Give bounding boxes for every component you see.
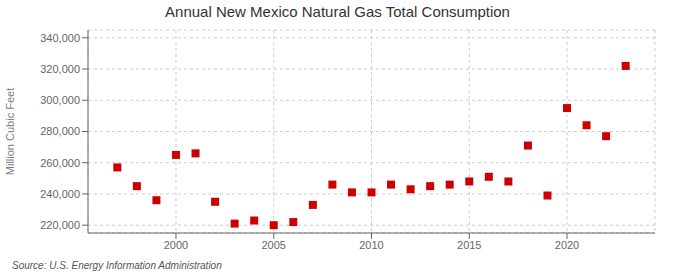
svg-text:2015: 2015 — [457, 239, 481, 251]
svg-text:2010: 2010 — [359, 239, 383, 251]
svg-text:2005: 2005 — [261, 239, 285, 251]
svg-text:2020: 2020 — [555, 239, 579, 251]
svg-text:220,000: 220,000 — [40, 219, 80, 231]
svg-text:240,000: 240,000 — [40, 188, 80, 200]
svg-text:300,000: 300,000 — [40, 94, 80, 106]
svg-text:320,000: 320,000 — [40, 63, 80, 75]
svg-text:280,000: 280,000 — [40, 125, 80, 137]
html-text:Annual New Mexico Natural Gas: Annual New Mexico Natural Gas Total Cons… — [165, 3, 510, 20]
svg-text:340,000: 340,000 — [40, 32, 80, 44]
svg-text:Million Cubic Feet: Million Cubic Feet — [8, 88, 16, 175]
svg-text:2000: 2000 — [164, 239, 188, 251]
html-text:Source: U.S. Energy Informatio: Source: U.S. Energy Information Administ… — [12, 260, 222, 271]
svg-text:260,000: 260,000 — [40, 157, 80, 169]
